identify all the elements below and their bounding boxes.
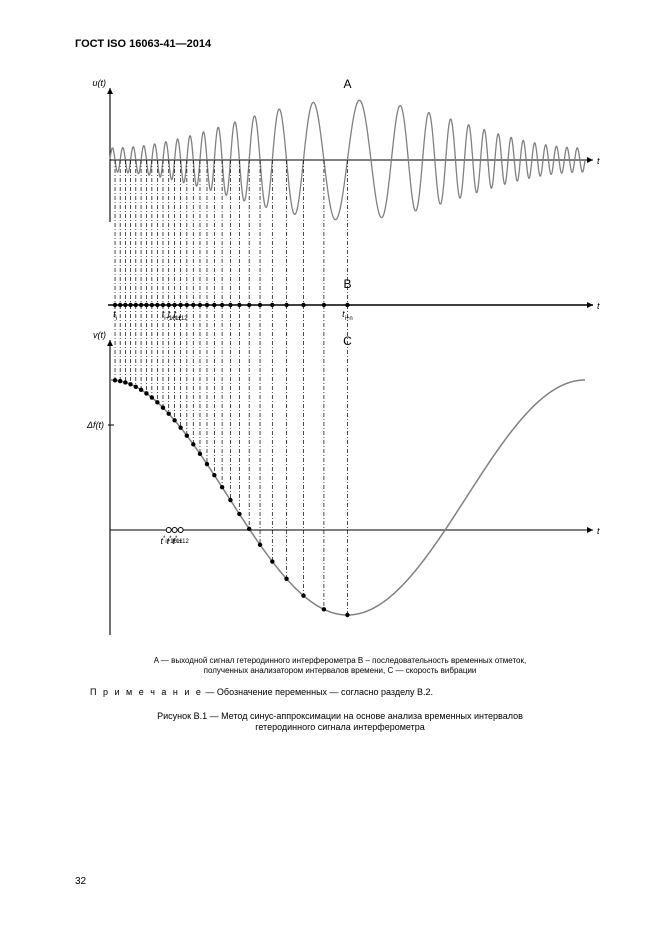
note-text: — Обозначение переменных — согласно разд… — [203, 687, 433, 697]
caption-line1: Рисунок B.1 — Метод синус-аппроксимации … — [157, 711, 523, 721]
svg-text:u(t): u(t) — [93, 78, 107, 88]
page-number: 32 — [75, 876, 86, 887]
svg-text:t: t — [597, 156, 600, 166]
svg-text:Δf(t): Δf(t) — [86, 420, 104, 430]
figure-caption: Рисунок B.1 — Метод синус-аппроксимации … — [80, 711, 600, 734]
note-label: П р и м е ч а н и е — [90, 687, 203, 697]
svg-text:v(t): v(t) — [93, 330, 106, 340]
svg-text:A: A — [343, 77, 351, 91]
figure-b1: u(t)tAtBtv(t)Δf(t)Ctiti+10ti+11ti+12ti+n… — [80, 70, 600, 734]
svg-text:ti: ti — [113, 309, 117, 322]
svg-text:t: t — [597, 526, 600, 536]
figure-svg: u(t)tAtBtv(t)Δf(t)Ctiti+10ti+11ti+12ti+n… — [80, 70, 600, 650]
legend-text: A — выходной сигнал гетеродинного интерф… — [80, 656, 600, 677]
legend-line1: A — выходной сигнал гетеродинного интерф… — [154, 656, 526, 665]
caption-line2: гетеродинного сигнала интерферометра — [255, 722, 424, 732]
standard-header: ГОСТ ISO 16063-41—2014 — [75, 38, 211, 50]
svg-text:ti+12: ti+12 — [174, 309, 189, 322]
legend-line2: полученных анализатором интервалов време… — [204, 666, 477, 675]
svg-text:t: t — [597, 301, 600, 311]
svg-text:ti+n: ti+n — [342, 309, 353, 322]
note: П р и м е ч а н и е — Обозначение переме… — [80, 687, 600, 697]
